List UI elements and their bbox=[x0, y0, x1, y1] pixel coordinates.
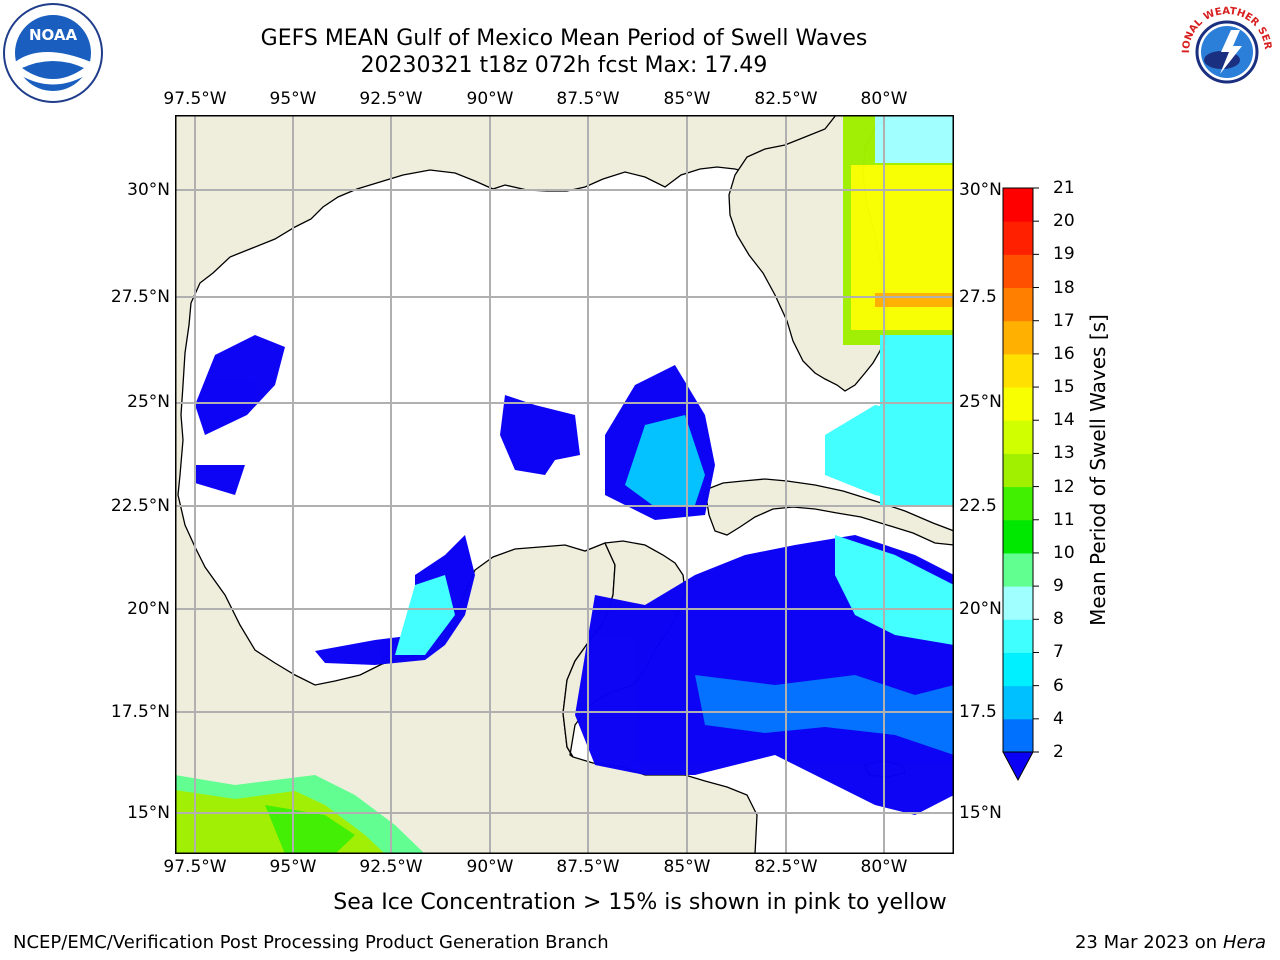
colorbar-segment bbox=[1003, 320, 1033, 355]
map-subtitle: 20230321 t18z 072h fcst Max: 17.49 bbox=[360, 53, 768, 78]
colorbar-tick-label: 16 bbox=[1053, 343, 1075, 364]
lon-label-bottom: 80°W bbox=[860, 857, 908, 877]
colorbar-tick-label: 10 bbox=[1053, 542, 1075, 563]
lon-label-top: 85°W bbox=[663, 89, 711, 109]
colorbar-segment bbox=[1003, 353, 1033, 388]
colorbar-segment bbox=[1003, 221, 1033, 255]
colorbar-segment bbox=[1003, 453, 1033, 488]
colorbar-segment bbox=[1003, 486, 1033, 521]
lon-label-bottom: 87.5°W bbox=[556, 857, 620, 877]
colorbar-tick-label: 14 bbox=[1053, 410, 1075, 431]
swell-region-west-gulf1 bbox=[195, 335, 285, 435]
colorbar-segment bbox=[1003, 387, 1033, 421]
colorbar-tick-label: 4 bbox=[1053, 708, 1064, 729]
colorbar-tick-label: 9 bbox=[1053, 576, 1064, 597]
lon-label-top: 95°W bbox=[269, 89, 317, 109]
colorbar-segment bbox=[1003, 420, 1033, 454]
graticule bbox=[175, 115, 954, 854]
footer-credit: NCEP/EMC/Verification Post Processing Pr… bbox=[13, 932, 609, 953]
map-title: GEFS MEAN Gulf of Mexico Mean Period of … bbox=[260, 26, 868, 51]
swell-region-atlantic-orange bbox=[875, 293, 954, 307]
nws-logo: NATIONAL WEATHER SERVICE bbox=[1176, 2, 1275, 100]
lat-label-left: 30°N bbox=[127, 180, 170, 200]
lon-label-bottom: 82.5°W bbox=[754, 857, 818, 877]
lat-label-right: 17.5 bbox=[959, 702, 997, 722]
swell-region-yucatan-channel-mid bbox=[625, 415, 705, 507]
lon-label-bottom: 92.5°W bbox=[359, 857, 423, 877]
colorbar-segment bbox=[1003, 188, 1033, 222]
lon-label-top: 90°W bbox=[466, 89, 514, 109]
lat-label-right: 22.5 bbox=[959, 496, 997, 516]
lat-label-right: 30°N bbox=[959, 180, 1002, 200]
colorbar-tick-label: 21 bbox=[1053, 178, 1075, 198]
colorbar bbox=[1002, 187, 1039, 782]
colorbar-tick-label: 18 bbox=[1053, 277, 1075, 298]
swell-region-atlantic-cyan bbox=[875, 115, 954, 163]
colorbar-segment bbox=[1003, 619, 1033, 653]
noaa-logo: NOAA bbox=[3, 3, 103, 103]
lon-label-top: 92.5°W bbox=[359, 89, 423, 109]
colorbar-segment bbox=[1003, 685, 1033, 720]
swell-shading bbox=[175, 115, 954, 854]
colorbar-tick-label: 15 bbox=[1053, 377, 1075, 398]
colorbar-tick-label: 8 bbox=[1053, 609, 1064, 630]
lon-label-top: 87.5°W bbox=[556, 89, 620, 109]
lat-label-left: 22.5°N bbox=[110, 496, 170, 516]
map-plot bbox=[175, 115, 954, 854]
footer-host: Hera bbox=[1222, 932, 1266, 953]
lon-label-bottom: 95°W bbox=[269, 857, 317, 877]
colorbar-segment bbox=[1003, 254, 1033, 289]
footer-date-text: 23 Mar 2023 on bbox=[1074, 932, 1218, 953]
lon-label-bottom: 85°W bbox=[663, 857, 711, 877]
land-cuba bbox=[704, 478, 954, 546]
colorbar-segment bbox=[1003, 287, 1033, 322]
colorbar-tick-label: 17 bbox=[1053, 310, 1075, 331]
colorbar-tick-label: 7 bbox=[1053, 642, 1064, 663]
sea-ice-note: Sea Ice Concentration > 15% is shown in … bbox=[333, 890, 947, 915]
colorbar-segment bbox=[1003, 552, 1033, 587]
colorbar-segment bbox=[1003, 718, 1033, 753]
colorbar-tick-label: 2 bbox=[1053, 742, 1064, 762]
lat-label-left: 27.5°N bbox=[110, 287, 170, 307]
colorbar-tick-label: 20 bbox=[1053, 211, 1075, 232]
swell-region-central-gulf bbox=[500, 395, 580, 475]
swell-region-caribbean-cyan bbox=[835, 535, 954, 645]
lat-label-left: 17.5°N bbox=[110, 702, 170, 722]
noaa-logo-text: NOAA bbox=[29, 26, 78, 44]
lon-label-top: 80°W bbox=[860, 89, 908, 109]
colorbar-tick-label: 12 bbox=[1053, 476, 1075, 497]
swell-region-west-gulf2 bbox=[195, 465, 245, 495]
colorbar-segment bbox=[1003, 652, 1033, 687]
map-frame bbox=[175, 115, 954, 854]
colorbar-tick-label: 13 bbox=[1053, 443, 1075, 464]
lon-label-top: 82.5°W bbox=[754, 89, 818, 109]
colorbar-tick-label: 19 bbox=[1053, 244, 1075, 265]
swell-region-pacific-green2 bbox=[265, 805, 355, 854]
swell-region-campeche-mid bbox=[395, 575, 455, 655]
colorbar-tick-label: 11 bbox=[1053, 509, 1075, 530]
lon-label-bottom: 97.5°W bbox=[163, 857, 227, 877]
lon-label-top: 97.5°W bbox=[163, 89, 227, 109]
lat-label-left: 15°N bbox=[127, 803, 170, 823]
lat-label-right: 27.5 bbox=[959, 287, 997, 307]
lon-label-bottom: 90°W bbox=[466, 857, 514, 877]
lat-label-right: 20°N bbox=[959, 599, 1002, 619]
colorbar-extend-arrow bbox=[1002, 751, 1034, 782]
colorbar-title: Mean Period of Swell Waves [s] bbox=[1086, 314, 1110, 626]
colorbar-tick-label: 6 bbox=[1053, 675, 1064, 696]
colorbar-segment bbox=[1003, 586, 1033, 620]
footer-date: 23 Mar 2023 on Hera bbox=[1075, 932, 1266, 953]
swell-region-caribbean-lightblue bbox=[695, 675, 954, 755]
lat-label-left: 20°N bbox=[127, 599, 170, 619]
colorbar-segment bbox=[1003, 519, 1033, 554]
lat-label-right: 25°N bbox=[959, 392, 1002, 412]
swell-region-keys bbox=[825, 405, 925, 505]
colorbar-frame bbox=[1002, 187, 1034, 753]
lat-label-left: 25°N bbox=[127, 392, 170, 412]
lat-label-right: 15°N bbox=[959, 803, 1002, 823]
